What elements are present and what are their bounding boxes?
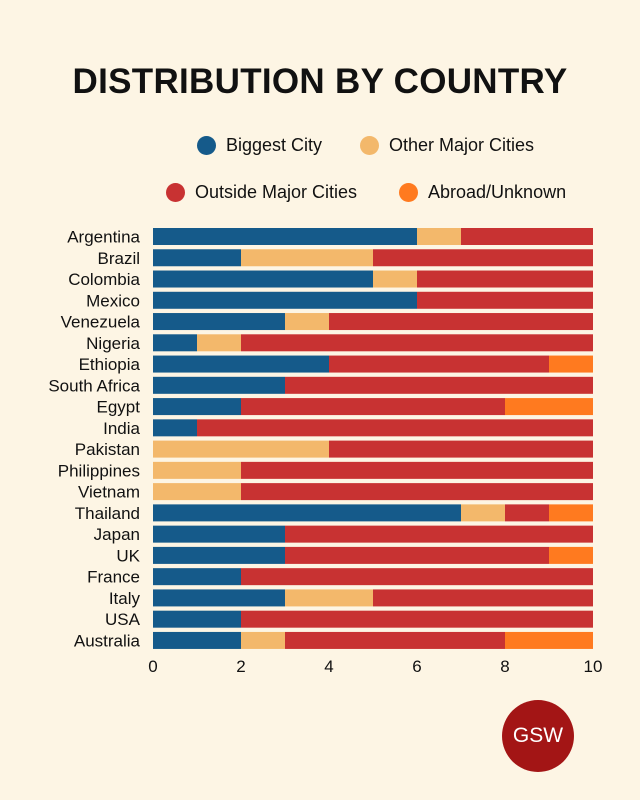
bar-segment: [417, 291, 593, 309]
bar-segment: [417, 228, 461, 245]
category-label: Venezuela: [61, 313, 141, 332]
bar-segment: [153, 334, 197, 352]
bar-segment: [153, 631, 241, 649]
bar-segment: [373, 270, 417, 288]
x-tick-label: 6: [412, 657, 421, 676]
chart-title: DISTRIBUTION BY COUNTRY: [72, 62, 568, 101]
bar-segment: [153, 440, 329, 458]
bar-segment: [285, 376, 593, 394]
category-label: Egypt: [97, 398, 141, 417]
bar-segment: [461, 504, 505, 522]
legend-swatch: [360, 136, 379, 155]
bar-segment: [153, 398, 241, 416]
bar-segment: [153, 419, 197, 437]
legend-item-other-major-cities: Other Major Cities: [360, 135, 534, 156]
legend-item-abroad-unknown: Abroad/Unknown: [399, 182, 566, 203]
bar-segment: [373, 249, 593, 267]
legend-item-outside-major-cities: Outside Major Cities: [166, 182, 357, 203]
bar-segment: [373, 589, 593, 607]
legend-label: Outside Major Cities: [195, 182, 358, 202]
bar-segment: [285, 589, 373, 607]
bar-segment: [241, 461, 593, 479]
x-tick-label: 10: [584, 657, 603, 676]
bar-segment: [241, 398, 505, 416]
category-label: USA: [105, 610, 141, 629]
bar-segment: [241, 610, 593, 628]
category-label: Philippines: [58, 461, 140, 480]
category-label: Australia: [74, 631, 141, 650]
legend-label: Biggest City: [226, 135, 323, 155]
bar-segment: [285, 313, 329, 331]
bar-segment: [153, 355, 329, 373]
bar-segment: [505, 504, 549, 522]
bar-segment: [153, 249, 241, 267]
gsw-logo: GSW: [502, 700, 574, 772]
category-label: India: [103, 419, 140, 438]
bar-segment: [285, 546, 549, 564]
bar-segment: [549, 546, 593, 564]
legend-swatch: [197, 136, 216, 155]
legend-item-biggest-city: Biggest City: [197, 135, 322, 156]
stacked-bar-chart: Argentina Brazil Colombia Mexico Venezuela Ni…: [48, 228, 603, 677]
category-label: Colombia: [68, 270, 140, 289]
bar-segment: [241, 568, 593, 586]
x-tick-label: 2: [236, 657, 245, 676]
bar-segment: [549, 504, 593, 522]
category-label: Mexico: [86, 291, 140, 310]
legend-swatch: [166, 183, 185, 202]
bar-segment: [241, 249, 373, 267]
bar-segment: [417, 270, 593, 288]
bar-segment: [241, 334, 593, 352]
bar-segment: [329, 440, 593, 458]
bar-segment: [241, 483, 593, 501]
category-label: Pakistan: [75, 440, 140, 459]
x-tick-label: 8: [500, 657, 509, 676]
bar-segment: [461, 228, 593, 245]
category-label: South Africa: [48, 376, 140, 395]
x-tick-label: 4: [324, 657, 333, 676]
category-label: Thailand: [75, 504, 140, 523]
category-label: Ethiopia: [79, 355, 141, 374]
bar-segment: [329, 313, 593, 331]
bar-segment: [153, 228, 417, 245]
category-label: UK: [116, 546, 140, 565]
bar-segment: [153, 461, 241, 479]
bar-segment: [153, 504, 461, 522]
category-label: Brazil: [97, 249, 140, 268]
category-label: Argentina: [67, 228, 140, 247]
bar-segment: [329, 355, 549, 373]
category-label: Nigeria: [86, 334, 140, 353]
category-label: France: [87, 568, 140, 587]
category-label: Japan: [94, 525, 140, 544]
bar-segment: [153, 568, 241, 586]
bar-segment: [153, 546, 285, 564]
bar-segment: [285, 525, 593, 543]
category-label: Vietnam: [78, 483, 140, 502]
bar-segment: [153, 270, 373, 288]
bar-segment: [505, 631, 593, 649]
bar-segment: [241, 631, 285, 649]
bar-segment: [153, 291, 417, 309]
category-label: Italy: [109, 589, 141, 608]
bar-segment: [285, 631, 505, 649]
bar-segment: [153, 313, 285, 331]
bar-segment: [197, 334, 241, 352]
legend-label: Other Major Cities: [389, 135, 535, 155]
x-tick-label: 0: [148, 657, 157, 676]
legend-label: Abroad/Unknown: [428, 182, 567, 202]
bar-segment: [505, 398, 593, 416]
bar-segment: [153, 589, 285, 607]
bar-segment: [549, 355, 593, 373]
bar-segment: [197, 419, 593, 437]
bar-segment: [153, 610, 241, 628]
bar-segment: [153, 376, 285, 394]
bar-segment: [153, 483, 241, 501]
bar-segment: [153, 525, 285, 543]
legend-swatch: [399, 183, 418, 202]
